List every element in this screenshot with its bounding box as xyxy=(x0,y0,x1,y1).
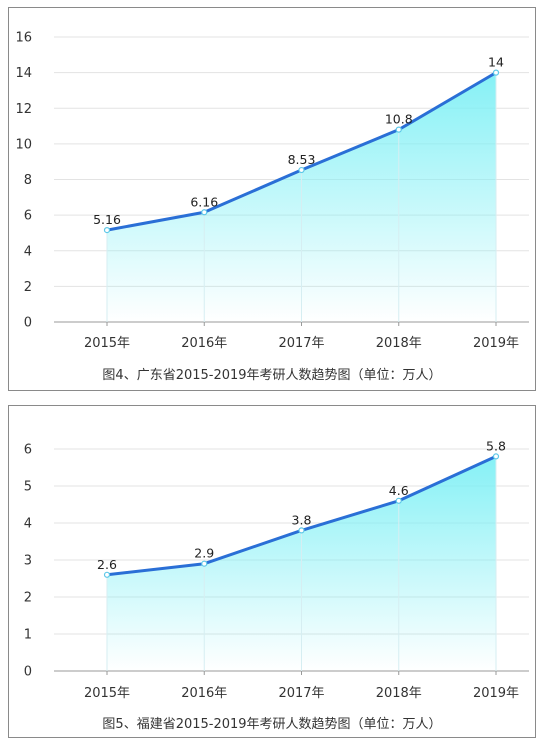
y-tick-label: 6 xyxy=(24,209,32,224)
data-point xyxy=(298,527,305,534)
data-label: 5.16 xyxy=(93,212,121,227)
y-tick-label: 10 xyxy=(15,137,32,152)
data-label: 3.8 xyxy=(292,512,312,527)
y-tick-label: 4 xyxy=(24,244,32,259)
y-tick-label: 2 xyxy=(24,591,32,606)
y-tick-label: 8 xyxy=(24,173,32,188)
y-tick-label: 3 xyxy=(24,554,32,569)
y-tick-label: 12 xyxy=(15,102,32,117)
data-point xyxy=(201,209,208,216)
data-point xyxy=(103,226,111,234)
data-point xyxy=(395,497,402,504)
y-tick-label: 5 xyxy=(24,480,32,495)
x-tick-label: 2019年 xyxy=(473,336,519,351)
data-label: 2.9 xyxy=(194,546,214,561)
data-point xyxy=(201,560,208,567)
chart-guangdong: 0 2 4 6 8 10 12 14 16 2015年 2016年 2017年 2018年 2019年 5.… xyxy=(15,31,529,351)
x-tick-label: 2015年 xyxy=(84,336,130,351)
x-tick-label: 2018年 xyxy=(376,686,422,701)
y-tick-label: 1 xyxy=(24,628,32,643)
data-label: 8.53 xyxy=(288,152,316,167)
x-tick-label: 2019年 xyxy=(473,686,519,701)
y-tick-label: 4 xyxy=(24,517,32,532)
data-point xyxy=(103,571,111,578)
data-label: 5.8 xyxy=(486,438,506,453)
y-tick-label: 0 xyxy=(24,665,32,680)
y-tick-label: 14 xyxy=(15,66,32,81)
x-tick-label: 2017年 xyxy=(278,686,324,701)
x-tick-label: 2017年 xyxy=(278,336,324,351)
x-tick-label: 2015年 xyxy=(84,686,130,701)
chart-panel-fujian: 0 1 2 3 4 5 6 2015年 2016年 2017年 2018年 2019年 2.6 2.9 3.… xyxy=(8,405,536,738)
data-point xyxy=(395,126,402,133)
y-tick-label: 16 xyxy=(15,31,32,46)
y-tick-label: 6 xyxy=(24,443,32,458)
data-label: 6.16 xyxy=(190,194,218,209)
y-tick-label: 0 xyxy=(24,316,32,331)
data-label: 14 xyxy=(488,55,504,70)
chart-panel-guangdong: 0 2 4 6 8 10 12 14 16 2015年 2016年 2017年 2018年 2019年 5.… xyxy=(8,7,536,391)
data-label: 2.6 xyxy=(97,557,117,572)
x-tick-label: 2016年 xyxy=(181,686,227,701)
data-point xyxy=(492,69,500,76)
chart-caption: 图4、广东省2015-2019年考研人数趋势图（单位：万人） xyxy=(102,368,442,383)
y-tick-label: 2 xyxy=(24,280,32,295)
x-tick-label: 2016年 xyxy=(181,336,227,351)
x-tick-label: 2018年 xyxy=(376,336,422,351)
data-point xyxy=(298,166,305,174)
data-point xyxy=(492,453,500,460)
data-label: 4.6 xyxy=(389,483,409,498)
data-label: 10.8 xyxy=(385,112,413,127)
chart-caption: 图5、福建省2015-2019年考研人数趋势图（单位：万人） xyxy=(102,717,442,732)
chart-fujian: 0 1 2 3 4 5 6 2015年 2016年 2017年 2018年 2019年 2.6 2.9 3.… xyxy=(24,438,529,701)
